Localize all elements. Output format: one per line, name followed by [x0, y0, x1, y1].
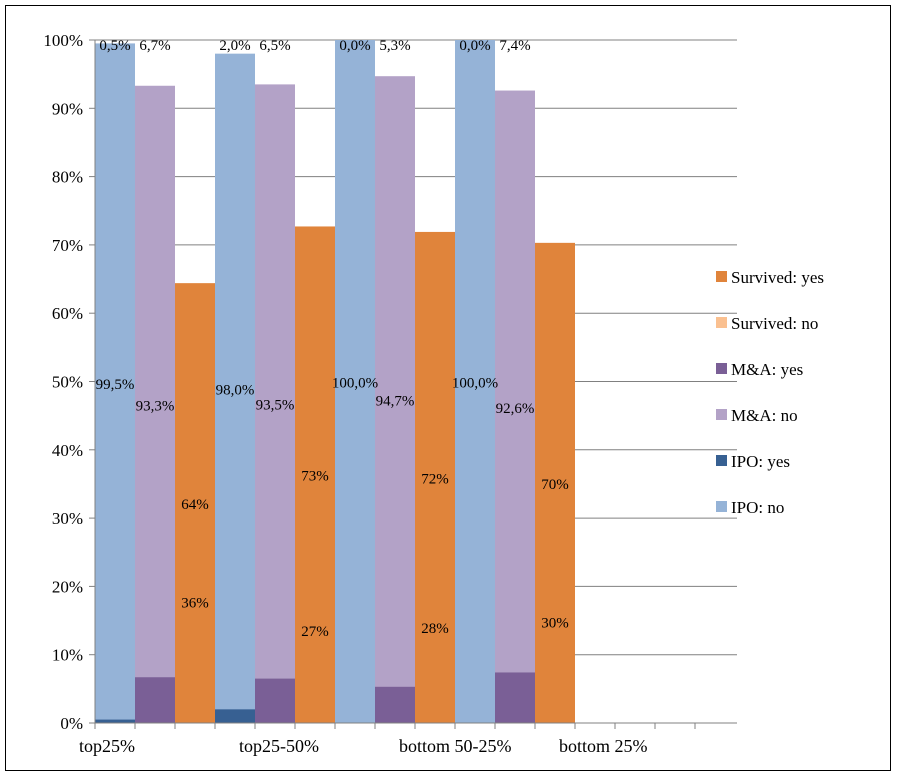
bar-stack	[535, 242, 575, 723]
legend: Survived: yes Survived: no M&A: yes M&A: no…	[716, 268, 824, 517]
y-tick-label: 70%	[52, 236, 83, 255]
legend-item: IPO: yes	[716, 452, 790, 471]
data-label: 92,6%	[496, 401, 535, 417]
data-label: 2,0%	[219, 38, 250, 54]
legend-item: Survived: yes	[716, 268, 824, 287]
bar-stack	[215, 53, 255, 724]
y-tick-label: 80%	[52, 168, 83, 187]
data-label: 93,5%	[256, 398, 295, 414]
bar-segment-surv-yes	[415, 231, 455, 723]
legend-label: M&A: no	[731, 406, 798, 425]
data-label: 6,5%	[259, 38, 290, 54]
data-label: 93,3%	[136, 398, 175, 414]
legend-item: M&A: yes	[716, 360, 803, 379]
category-label: bottom 25%	[559, 736, 648, 756]
y-tick-label: 90%	[52, 99, 83, 118]
bar-stack	[295, 226, 335, 724]
data-label: 7,4%	[499, 38, 530, 54]
bar-segment-ma-no	[375, 76, 415, 724]
bar-segment-ma-no	[495, 90, 535, 724]
data-label: 6,7%	[139, 38, 170, 54]
legend-label: IPO: no	[731, 498, 784, 517]
legend-label: Survived: no	[731, 314, 818, 333]
chart-frame	[5, 5, 891, 771]
legend-label: Survived: yes	[731, 268, 824, 287]
category-label: bottom 50-25%	[399, 736, 512, 756]
data-label: 100,0%	[452, 376, 498, 392]
data-labels: 99,5% 0,5% 93,3% 6,7% 36% 64% 98,0% 2,0% 93,5% 6,…	[96, 38, 569, 640]
data-label: 100,0%	[332, 376, 378, 392]
bar-segment-ipo-no	[215, 53, 255, 724]
bar-segment-ma-yes	[135, 677, 175, 723]
legend-label: IPO: yes	[731, 452, 790, 471]
bar-stack	[175, 283, 215, 723]
bar-segment-ipo-no	[455, 40, 495, 723]
y-tick-label: 20%	[52, 577, 83, 596]
bar-segment-ma-no	[135, 85, 175, 724]
axes: 0% 10% 20% 30% 40% 50% 60% 70% 80% 90% 100% top25% t…	[43, 31, 737, 756]
y-tick-label: 10%	[52, 646, 83, 665]
data-label: 99,5%	[96, 377, 135, 393]
y-tick-label: 30%	[52, 509, 83, 528]
data-label: 27%	[301, 624, 329, 640]
bar-segment-ipo-no	[95, 43, 135, 724]
bar-segment-surv-yes	[535, 242, 575, 723]
data-label: 98,0%	[216, 382, 255, 398]
legend-label: M&A: yes	[731, 360, 803, 379]
bar-segment-surv-yes	[295, 226, 335, 724]
legend-item: M&A: no	[716, 406, 798, 425]
bar-segment-ma-yes	[255, 678, 295, 723]
bar-stack	[495, 90, 535, 724]
bar-segment-ma-no	[255, 84, 295, 723]
data-label: 0,5%	[99, 38, 130, 54]
data-label: 0,0%	[339, 38, 370, 54]
bar-stack	[455, 40, 495, 723]
data-label: 5,3%	[379, 38, 410, 54]
legend-swatch	[716, 271, 727, 282]
y-tick-label: 40%	[52, 441, 83, 460]
bars-layer	[95, 40, 575, 724]
bar-segment-ipo-yes	[215, 709, 255, 723]
data-label: 64%	[181, 497, 209, 513]
bar-segment-ipo-yes	[95, 719, 135, 723]
legend-item: Survived: no	[716, 314, 818, 333]
y-tick-label: 60%	[52, 304, 83, 323]
legend-swatch	[716, 501, 727, 512]
legend-item: IPO: no	[716, 498, 784, 517]
bar-stack	[95, 43, 135, 724]
y-tick-label: 100%	[43, 31, 83, 50]
bar-segment-ipo-no	[335, 40, 375, 723]
bar-stack	[375, 76, 415, 724]
legend-swatch	[716, 455, 727, 466]
data-label: 94,7%	[376, 394, 415, 410]
data-label: 72%	[421, 471, 449, 487]
data-label: 28%	[421, 621, 449, 637]
data-label: 70%	[541, 477, 569, 493]
category-label: top25%	[79, 736, 135, 756]
bar-segment-ma-yes	[375, 686, 415, 723]
data-label: 30%	[541, 616, 569, 632]
bar-stack	[415, 231, 455, 723]
bar-segment-surv-yes	[175, 283, 215, 723]
legend-swatch	[716, 317, 727, 328]
y-tick-label: 50%	[52, 373, 83, 392]
data-label: 0,0%	[459, 38, 490, 54]
category-label: top25-50%	[239, 736, 319, 756]
bar-stack	[255, 84, 295, 723]
bar-stack	[335, 40, 375, 723]
y-tick-label: 0%	[60, 714, 83, 733]
legend-swatch	[716, 409, 727, 420]
data-label: 73%	[301, 469, 329, 485]
bar-segment-ma-yes	[495, 672, 535, 723]
bar-stack	[135, 85, 175, 724]
legend-swatch	[716, 363, 727, 374]
data-label: 36%	[181, 595, 209, 611]
